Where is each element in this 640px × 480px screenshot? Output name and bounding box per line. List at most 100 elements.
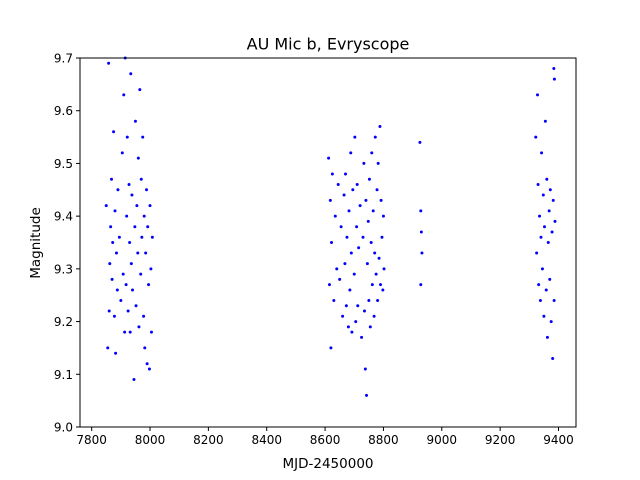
data-point xyxy=(116,188,120,192)
data-point xyxy=(546,241,550,244)
data-point xyxy=(362,309,366,313)
data-point xyxy=(115,288,119,292)
data-point xyxy=(382,267,386,271)
data-point xyxy=(330,172,334,176)
data-point xyxy=(338,277,342,281)
data-point xyxy=(377,256,381,260)
data-point xyxy=(108,262,112,266)
data-point xyxy=(112,130,116,134)
data-point xyxy=(367,298,371,302)
data-point xyxy=(112,314,116,318)
data-point xyxy=(552,67,556,71)
data-point xyxy=(536,183,540,187)
data-point xyxy=(339,225,343,229)
data-point xyxy=(328,198,332,202)
data-point xyxy=(419,209,423,213)
x-axis-label: MJD-2450000 xyxy=(282,456,373,472)
data-point xyxy=(419,283,423,287)
data-point xyxy=(336,183,340,187)
data-point xyxy=(347,209,351,213)
data-point xyxy=(341,314,345,318)
data-point xyxy=(420,251,424,255)
data-point xyxy=(114,351,118,355)
data-point xyxy=(538,298,542,302)
data-point xyxy=(333,214,337,218)
y-tick-label: 9.0 xyxy=(54,421,73,435)
data-point xyxy=(345,235,349,239)
data-point xyxy=(537,283,541,287)
data-point xyxy=(354,320,358,324)
data-point xyxy=(376,161,380,165)
data-point xyxy=(110,277,114,281)
data-point xyxy=(349,251,353,255)
data-point xyxy=(137,325,141,329)
data-point xyxy=(351,188,355,192)
data-point xyxy=(346,325,350,329)
data-point xyxy=(125,135,129,139)
x-tick-label: 9200 xyxy=(485,433,516,447)
data-point xyxy=(342,193,346,197)
data-point xyxy=(132,378,136,382)
data-point xyxy=(142,214,146,218)
data-point xyxy=(147,283,151,287)
data-point xyxy=(381,288,385,292)
y-tick-label: 9.3 xyxy=(54,262,73,276)
data-point xyxy=(150,235,154,239)
data-point xyxy=(141,135,145,139)
data-point xyxy=(379,198,383,202)
data-point xyxy=(374,272,378,276)
x-tick-label: 8000 xyxy=(135,433,166,447)
data-point xyxy=(149,330,153,334)
data-point xyxy=(126,309,130,313)
x-tick-label: 8800 xyxy=(368,433,399,447)
data-point xyxy=(129,262,133,266)
data-point xyxy=(124,283,128,287)
data-point xyxy=(111,241,115,244)
data-point xyxy=(129,72,133,76)
x-tick-label: 7800 xyxy=(76,433,107,447)
data-point xyxy=(120,151,124,155)
x-tick-label: 8400 xyxy=(251,433,282,447)
data-point xyxy=(332,298,336,302)
data-point xyxy=(128,241,132,244)
data-point xyxy=(553,219,557,223)
y-tick-label: 9.2 xyxy=(54,315,73,329)
data-point xyxy=(147,367,151,371)
data-point xyxy=(148,204,152,208)
data-point xyxy=(538,214,542,218)
data-point xyxy=(544,288,548,292)
data-point xyxy=(114,251,118,255)
data-point xyxy=(357,246,361,250)
data-point xyxy=(121,272,125,276)
data-point xyxy=(366,219,370,223)
data-point xyxy=(330,241,333,244)
plot-frame xyxy=(79,57,577,428)
data-point xyxy=(133,119,137,123)
data-point xyxy=(130,193,134,197)
data-point xyxy=(548,188,552,192)
y-tick-label: 9.7 xyxy=(54,52,73,66)
data-point xyxy=(364,198,368,202)
x-tick-label: 8200 xyxy=(193,433,224,447)
data-point xyxy=(109,225,113,229)
data-point xyxy=(344,172,348,176)
data-point xyxy=(106,346,110,350)
data-point xyxy=(367,177,371,181)
data-point xyxy=(550,230,554,234)
data-point xyxy=(549,320,553,324)
data-point xyxy=(143,346,147,350)
data-point xyxy=(535,251,539,255)
data-point xyxy=(365,262,369,266)
data-point xyxy=(149,267,153,271)
data-point xyxy=(540,267,544,271)
data-point xyxy=(344,304,348,308)
data-point xyxy=(113,209,117,213)
data-point xyxy=(355,225,359,229)
data-point xyxy=(552,77,556,81)
data-point xyxy=(542,225,546,229)
data-point xyxy=(534,135,538,139)
data-point xyxy=(419,230,423,234)
data-point xyxy=(369,241,373,244)
